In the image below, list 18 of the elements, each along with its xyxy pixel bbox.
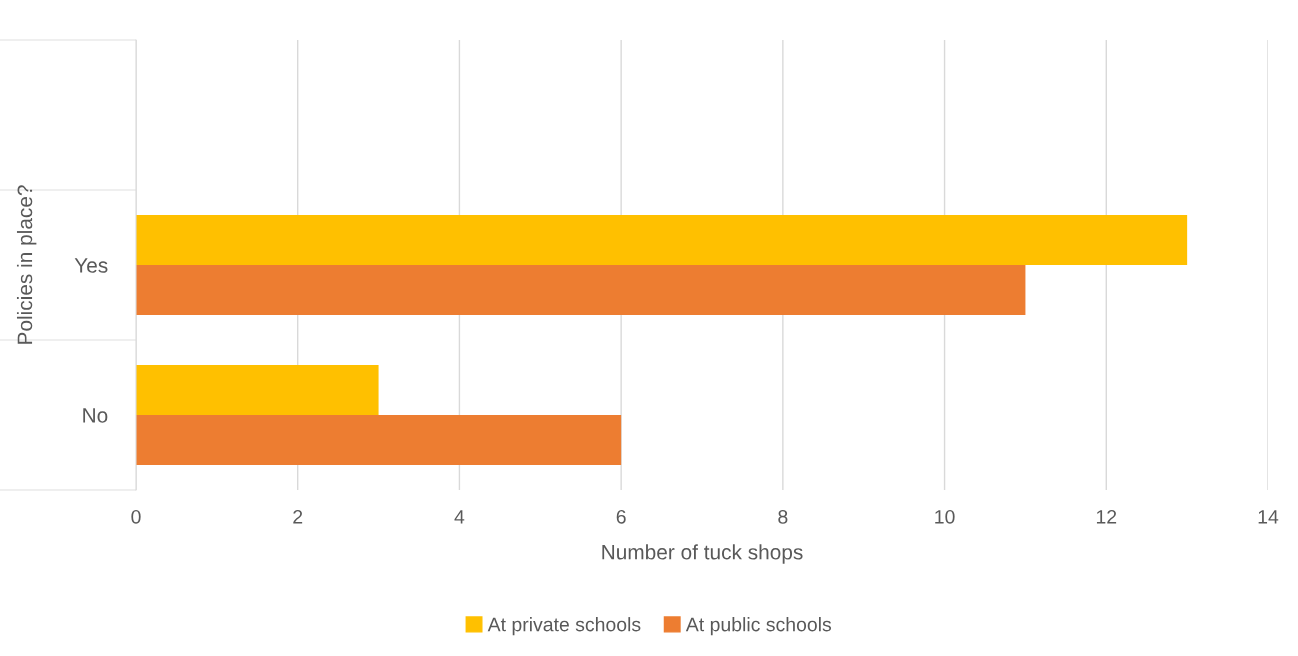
bar [136, 415, 622, 465]
bar [136, 215, 1188, 265]
x-tick-label: 12 [1096, 509, 1117, 524]
x-tick-label: 2 [293, 509, 303, 524]
legend-label: At private schools [487, 617, 641, 636]
x-tick-label: 10 [935, 509, 955, 524]
x-tick-label: 8 [778, 509, 788, 524]
bar [136, 265, 1026, 315]
x-axis-title: Number of tuck shops [602, 544, 803, 564]
y-axis-title: Policies in place? [16, 185, 37, 344]
x-tick-label: 0 [131, 509, 141, 524]
x-tick-label: 6 [616, 509, 626, 524]
y-tick-label: Yes [74, 258, 108, 273]
x-tick-label: 4 [454, 510, 465, 524]
x-tick-label: 14 [1258, 510, 1279, 524]
legend-label: At public schools [685, 617, 832, 636]
y-tick-label: No [83, 408, 108, 423]
bar [136, 365, 379, 415]
